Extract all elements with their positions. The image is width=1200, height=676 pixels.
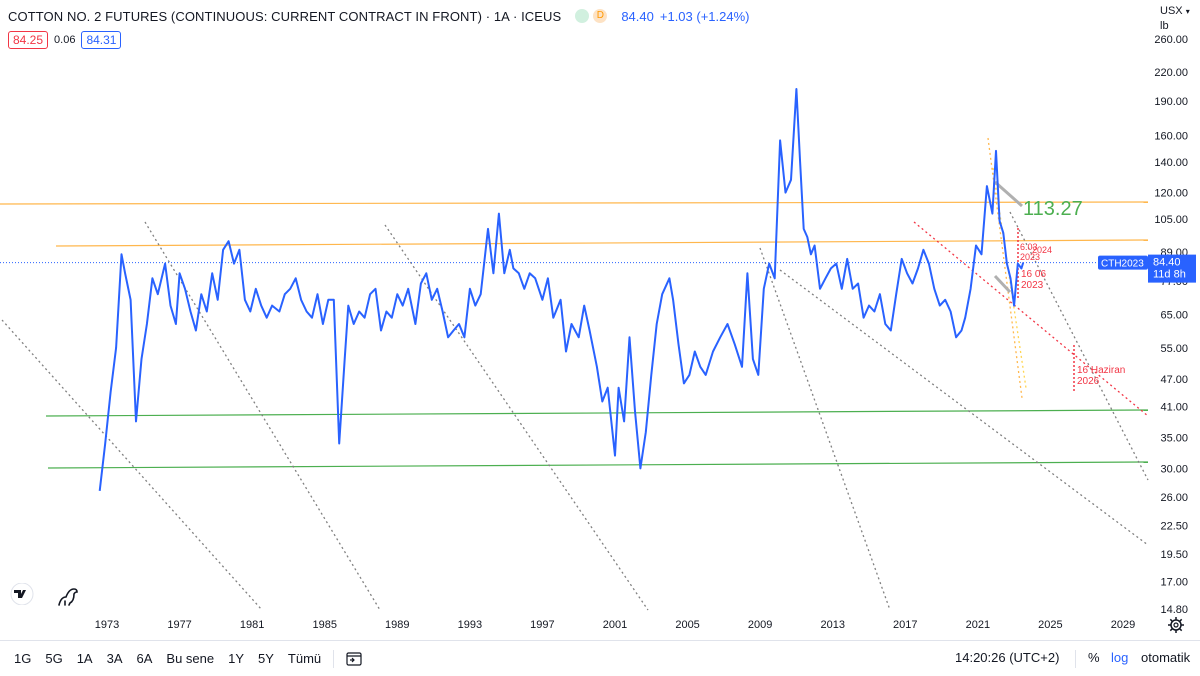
y-tick-label: 260.00 (1154, 34, 1188, 46)
fan-line-orange[interactable] (987, 137, 1023, 399)
range-all-button[interactable]: Tümü (287, 651, 322, 666)
x-tick-label: 2005 (675, 619, 699, 631)
y-tick-label: 19.50 (1160, 549, 1188, 561)
trend-line-6[interactable] (1009, 211, 1149, 481)
clock-timezone[interactable]: 14:20:26 (UTC+2) (955, 650, 1060, 665)
trend-line-3[interactable] (384, 224, 649, 611)
wedge-line-lower[interactable] (993, 274, 1012, 294)
time-axis[interactable]: 1973 1977 1981 1985 1989 1993 1997 2001 2005 2009… (95, 619, 1135, 631)
dino-icon[interactable] (56, 585, 80, 612)
y-tick-label: 220.00 (1154, 67, 1188, 79)
ask-button[interactable]: 84.31 (81, 31, 122, 49)
tradingview-logo[interactable] (9, 582, 35, 610)
y-tick-label: 105.00 (1154, 214, 1188, 226)
y-tick-label: 140.00 (1154, 157, 1188, 169)
x-tick-label: 1997 (530, 619, 554, 631)
x-tick-label: 2001 (603, 619, 627, 631)
range-1y-button[interactable]: 1Y (228, 651, 245, 666)
projection-line-red[interactable] (913, 221, 1149, 417)
y-tick-label: 22.50 (1160, 521, 1188, 533)
log-scale-toggle[interactable]: log (1111, 650, 1129, 665)
y-tick-label: 17.00 (1160, 576, 1188, 588)
small-label-a[interactable]: 6.03 (1020, 242, 1038, 252)
symbol-title[interactable]: COTTON NO. 2 FUTURES (CONTINUOUS: CURREN… (8, 8, 562, 24)
trend-line-1[interactable] (1, 319, 263, 611)
auto-scale-toggle[interactable]: otomatik (1141, 650, 1191, 665)
price-tag-countdown: 11d 8h (1153, 269, 1186, 281)
small-label-c[interactable]: 2024 (1032, 245, 1052, 255)
target-price-label[interactable]: 113.27 (1023, 198, 1083, 220)
settings-gear-icon[interactable] (1168, 617, 1184, 633)
current-price-tag: CTH2023 84.40 11d 8h (1098, 254, 1196, 283)
y-tick-label: 41.00 (1160, 401, 1188, 413)
x-tick-label: 2009 (748, 619, 772, 631)
support-line-lower[interactable] (47, 461, 1149, 469)
wedge-line-upper[interactable] (994, 180, 1023, 208)
x-tick-label: 1989 (385, 619, 409, 631)
y-tick-label: 47.00 (1160, 374, 1188, 386)
currency-selector[interactable]: USX ▾ lb (1160, 4, 1190, 33)
x-tick-label: 2021 (966, 619, 990, 631)
trend-line-2[interactable] (144, 221, 381, 611)
y-tick-label: 35.00 (1160, 433, 1188, 445)
last-price: 84.40 (621, 8, 654, 24)
range-3m-button[interactable]: 3A (106, 651, 123, 666)
currency-sub: lb (1160, 20, 1169, 32)
date-label-2[interactable]: 16 Haziran (1077, 365, 1125, 376)
price-axis[interactable]: 14.80 17.00 19.50 22.50 26.00 30.00 35.00 41.00… (1154, 34, 1188, 616)
price-change: +1.03 (+1.24%) (659, 8, 750, 24)
support-line-upper[interactable] (45, 409, 1149, 417)
spread-value: 0.06 (54, 34, 76, 46)
x-tick-label: 1981 (240, 619, 264, 631)
chart-header: COTTON NO. 2 FUTURES (CONTINUOUS: CURREN… (8, 6, 750, 26)
currency-unit: USX (1160, 5, 1183, 17)
bid-button[interactable]: 84.25 (8, 31, 49, 49)
x-tick-label: 2017 (893, 619, 917, 631)
price-tag-symbol: CTH2023 (1101, 259, 1144, 270)
date-label-1[interactable]: 16 06 (1021, 269, 1046, 280)
y-tick-label: 120.00 (1154, 188, 1188, 200)
trend-line-4[interactable] (759, 247, 891, 611)
date-label-2-year[interactable]: 2026 (1077, 376, 1100, 387)
range-1d-button[interactable]: 1G (14, 651, 32, 666)
resistance-line-upper[interactable] (0, 201, 1149, 205)
drawing-tools[interactable] (0, 137, 1149, 611)
trend-line-5[interactable] (779, 269, 1149, 546)
price-tag-value: 84.40 (1153, 257, 1181, 269)
date-label-1-year[interactable]: 2023 (1021, 280, 1044, 291)
range-5y-button[interactable]: 5Y (258, 651, 274, 666)
range-1m-button[interactable]: 1A (76, 651, 93, 666)
annotations[interactable]: 113.27 16 06 2023 16 Haziran 2026 6.03 2… (1020, 198, 1125, 387)
x-tick-label: 1973 (95, 619, 119, 631)
market-status-icon[interactable] (575, 9, 590, 23)
resistance-line-lower[interactable] (55, 239, 1149, 247)
small-label-b[interactable]: 2023 (1020, 252, 1040, 262)
y-tick-label: 65.00 (1160, 310, 1188, 322)
quote-row: 84.25 0.06 84.31 (8, 31, 122, 49)
x-tick-label: 1993 (458, 619, 482, 631)
range-ytd-button[interactable]: Bu sene (166, 651, 215, 666)
x-tick-label: 2029 (1111, 619, 1135, 631)
x-tick-label: 1977 (167, 619, 191, 631)
percent-scale-toggle[interactable]: % (1088, 650, 1100, 665)
y-tick-label: 14.80 (1160, 604, 1188, 616)
toolbar-divider (333, 649, 335, 668)
y-tick-label: 55.00 (1160, 343, 1188, 355)
chevron-down-icon: ▾ (1185, 7, 1190, 16)
bottom-toolbar: 1G 5G 1A 3A 6A Bu sene 1Y 5Y Tümü 14:20:… (0, 640, 1200, 676)
y-tick-label: 190.00 (1154, 96, 1188, 108)
delayed-data-icon[interactable]: D (593, 9, 608, 23)
range-6m-button[interactable]: 6A (136, 651, 153, 666)
x-tick-label: 2013 (820, 619, 844, 631)
x-tick-label: 2025 (1038, 619, 1062, 631)
y-tick-label: 30.00 (1160, 463, 1188, 475)
y-tick-label: 26.00 (1160, 492, 1188, 504)
price-chart[interactable]: 113.27 16 06 2023 16 Haziran 2026 6.03 2… (0, 0, 1200, 640)
y-tick-label: 160.00 (1154, 130, 1188, 142)
range-5d-button[interactable]: 5G (45, 651, 63, 666)
price-series-line (98, 88, 1025, 492)
toolbar-divider-right (1075, 650, 1076, 668)
go-to-date-icon[interactable] (346, 651, 362, 666)
x-tick-label: 1985 (312, 619, 336, 631)
